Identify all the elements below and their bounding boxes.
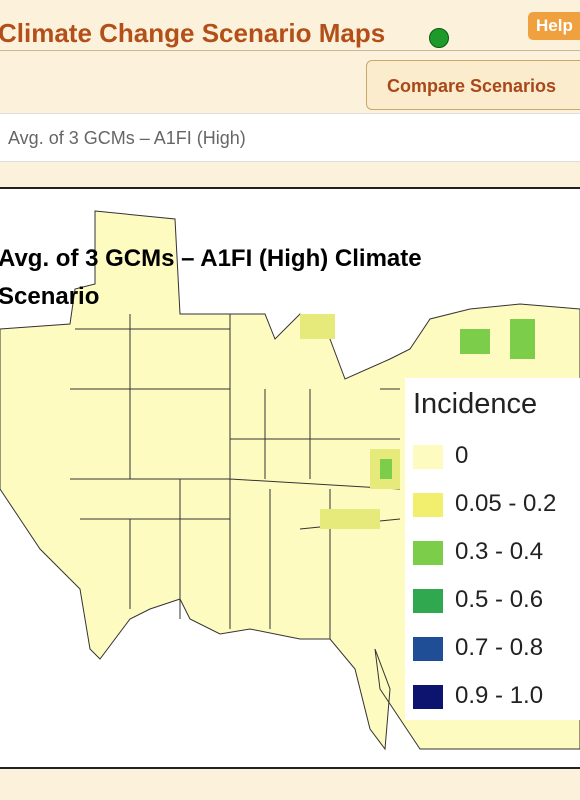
status-dot	[429, 28, 449, 48]
legend-item: 0.9 - 1.0	[413, 682, 543, 714]
mid-incidence	[380, 319, 535, 479]
legend-label: 0.7 - 0.8	[455, 634, 544, 661]
divider	[0, 50, 580, 51]
legend-swatch	[413, 636, 443, 661]
app-title: Climate Change Scenario Maps	[0, 18, 386, 48]
legend-label: 0	[455, 442, 469, 469]
legend-title: Incidence	[413, 388, 538, 420]
legend-swatch	[413, 684, 443, 709]
legend-swatch	[413, 540, 443, 565]
legend-item: 0	[413, 442, 468, 474]
low-incidence	[300, 314, 400, 529]
divider	[0, 767, 580, 769]
legend-item: 0.3 - 0.4	[413, 538, 543, 570]
divider	[0, 187, 580, 189]
map-title: Avg. of 3 GCMs – A1FI (High) Climate Sce…	[0, 245, 422, 310]
legend: Incidence 0 0.05 - 0.2 0.3 - 0.4 0.5 - 0.6 0…	[405, 378, 580, 720]
legend-item: 0.05 - 0.2	[413, 490, 556, 522]
legend-item: 0.7 - 0.8	[413, 634, 543, 666]
compare-button[interactable]: Compare Scenarios	[366, 60, 580, 110]
help-button[interactable]: Help	[528, 12, 580, 40]
legend-label: 0.3 - 0.4	[455, 538, 544, 565]
legend-swatch	[413, 588, 443, 613]
legend-swatch	[413, 492, 443, 517]
legend-label: 0.9 - 1.0	[455, 682, 544, 709]
legend-label: 0.5 - 0.6	[455, 586, 544, 613]
legend-swatch	[413, 444, 443, 469]
legend-item: 0.5 - 0.6	[413, 586, 543, 618]
legend-label: 0.05 - 0.2	[455, 490, 557, 517]
scenario-select[interactable]: Avg. of 3 GCMs – A1FI (High)	[0, 113, 580, 162]
